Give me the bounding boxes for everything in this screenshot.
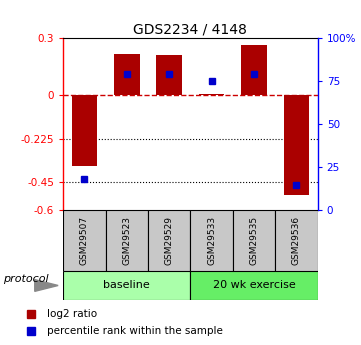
Text: baseline: baseline — [103, 280, 150, 290]
Polygon shape — [35, 280, 58, 292]
Bar — [275, 210, 318, 271]
Bar — [190, 271, 318, 300]
Text: GSM29533: GSM29533 — [207, 216, 216, 265]
Bar — [199, 95, 224, 96]
Bar — [284, 96, 309, 195]
Bar — [148, 210, 191, 271]
Text: GSM29507: GSM29507 — [80, 216, 89, 265]
Text: GSM29529: GSM29529 — [165, 216, 174, 265]
Bar — [241, 45, 267, 96]
Title: GDS2234 / 4148: GDS2234 / 4148 — [134, 23, 247, 37]
Text: GSM29536: GSM29536 — [292, 216, 301, 265]
Bar — [63, 210, 105, 271]
Bar — [114, 54, 139, 96]
Bar — [105, 210, 148, 271]
Text: GSM29535: GSM29535 — [249, 216, 258, 265]
Text: percentile rank within the sample: percentile rank within the sample — [47, 326, 223, 336]
Text: protocol: protocol — [3, 274, 49, 284]
Bar — [156, 55, 182, 96]
Bar — [190, 210, 233, 271]
Text: GSM29523: GSM29523 — [122, 216, 131, 265]
Bar — [63, 271, 190, 300]
Text: 20 wk exercise: 20 wk exercise — [213, 280, 295, 290]
Bar — [233, 210, 275, 271]
Bar — [71, 96, 97, 166]
Text: log2 ratio: log2 ratio — [47, 309, 97, 319]
